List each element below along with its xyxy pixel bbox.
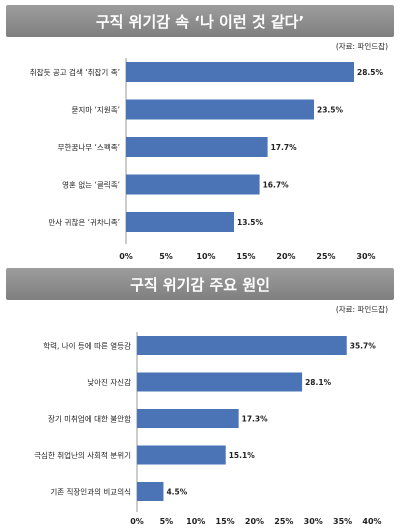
chart2-tick-label: 35% bbox=[333, 517, 352, 526]
chart1-bar bbox=[126, 212, 234, 232]
chart1-tick-label: 25% bbox=[316, 252, 335, 261]
chart2-bar bbox=[137, 409, 239, 428]
chart2-data-label: 17.3% bbox=[242, 415, 269, 424]
chart1-data-label: 17.7% bbox=[271, 143, 298, 152]
chart2-bar bbox=[137, 336, 347, 355]
chart1-bar bbox=[126, 62, 354, 82]
chart1-tick-label: 20% bbox=[276, 252, 295, 261]
chart1-bar bbox=[126, 99, 314, 120]
chart1-source: (자료: 파인드잡) bbox=[335, 42, 388, 51]
chart2-bar-chart: 학력, 나이 등에 따른 열등감 35.7% 낮아진 자신감 28.1% 장기 미취업에… bbox=[34, 332, 382, 526]
chart1-bar bbox=[126, 137, 268, 157]
chart1-category-label: 취잡듯 공고 검색 ‘취잡기 족’ bbox=[30, 67, 120, 77]
chart1-bar-chart: 취잡듯 공고 검색 ‘취잡기 족’ 28.5% 묻지마 ‘지원족’ 23.5% 무한꿈나… bbox=[30, 58, 384, 261]
chart2-data-label: 4.5% bbox=[166, 488, 187, 497]
chart1-tick-label: 15% bbox=[236, 252, 255, 261]
chart1-category-label: 묻지마 ‘지원족’ bbox=[71, 106, 120, 115]
chart2-tick-label: 5% bbox=[160, 517, 174, 526]
chart1-data-label: 13.5% bbox=[237, 218, 264, 227]
chart1-category-label: 만사 귀찮은 ‘귀차니족’ bbox=[48, 217, 120, 227]
chart2-tick-label: 20% bbox=[245, 517, 264, 526]
chart2-tick-label: 25% bbox=[274, 517, 293, 526]
chart2-title: 구직 위기감 주요 원인 bbox=[6, 268, 394, 300]
chart2-bar bbox=[137, 445, 226, 465]
chart2-category-label: 장기 미취업에 대한 불안함 bbox=[48, 414, 131, 424]
chart2-bar bbox=[137, 372, 303, 392]
chart1-category-label: 영혼 없는 ‘클릭족’ bbox=[62, 180, 120, 190]
chart1-data-label: 28.5% bbox=[357, 68, 384, 77]
chart1-tick-label: 5% bbox=[159, 252, 173, 261]
chart2-data-label: 15.1% bbox=[229, 451, 256, 460]
chart2-tick-label: 10% bbox=[186, 517, 205, 526]
chart2-category-label: 극심한 취업난의 사회적 분위기 bbox=[34, 450, 131, 460]
chart2-category-label: 낮아진 자신감 bbox=[87, 377, 131, 387]
chart2-tick-label: 40% bbox=[362, 517, 381, 526]
chart2-category-label: 기존 직장인과의 비교의식 bbox=[50, 487, 131, 497]
chart2-tick-label: 30% bbox=[304, 517, 323, 526]
chart1-tick-label: 0% bbox=[119, 252, 133, 261]
chart1-title: 구직 위기감 속 ‘나 이런 것 같다’ bbox=[6, 5, 394, 37]
chart1-tick-label: 10% bbox=[196, 252, 215, 261]
chart1-bar bbox=[126, 174, 260, 195]
chart2-source: (자료: 파인드잡) bbox=[335, 305, 388, 314]
chart2-tick-label: 15% bbox=[216, 517, 235, 526]
chart2-category-label: 학력, 나이 등에 따른 열등감 bbox=[43, 341, 131, 351]
chart2-tick-label: 0% bbox=[130, 517, 144, 526]
chart1-data-label: 16.7% bbox=[263, 181, 290, 190]
chart1-tick-label: 30% bbox=[356, 252, 375, 261]
chart1-category-label: 무한꿈나무 ‘스펙족’ bbox=[58, 142, 120, 152]
chart2-data-label: 28.1% bbox=[305, 378, 332, 387]
chart2-bar bbox=[137, 482, 164, 501]
chart1-data-label: 23.5% bbox=[317, 106, 344, 115]
chart2-data-label: 35.7% bbox=[350, 342, 377, 351]
